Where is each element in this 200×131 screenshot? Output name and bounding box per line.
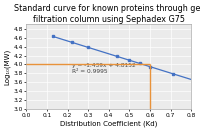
X-axis label: Distribution Coefficient (Kd): Distribution Coefficient (Kd) [60,120,157,127]
Text: y = -1.439x + 4.8152
R² = 0.9995: y = -1.439x + 4.8152 R² = 0.9995 [72,64,135,74]
Title: Standard curve for known proteins through gel
filtration column using Sephadex G: Standard curve for known proteins throug… [14,4,200,24]
Y-axis label: Log₁₀(MW): Log₁₀(MW) [4,49,11,85]
